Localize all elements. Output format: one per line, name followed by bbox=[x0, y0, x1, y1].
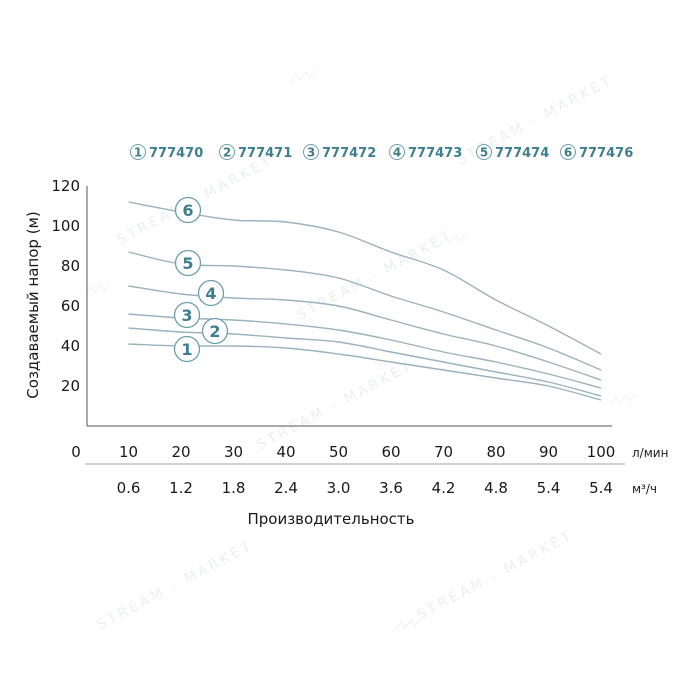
series-badge-4: 4 bbox=[197, 279, 225, 307]
badge-circle bbox=[174, 196, 202, 224]
legend-number: 5 bbox=[480, 146, 488, 160]
x-tick-label-m3h: 5.4 bbox=[589, 479, 613, 497]
legend-item-4: 4 777473 bbox=[389, 144, 462, 161]
x-axis-title: Производительность bbox=[247, 510, 414, 528]
legend-label: 777473 bbox=[408, 146, 462, 161]
x-tick-label-lmin: 10 bbox=[119, 443, 138, 461]
watermark-wave-icon bbox=[394, 617, 422, 631]
x-tick-label-m3h: 5.4 bbox=[537, 479, 561, 497]
x-tick-label-m3h: 4.2 bbox=[432, 479, 456, 497]
series-line-1 bbox=[128, 343, 602, 401]
legend-marker bbox=[130, 144, 146, 160]
y-tick-label: 100 bbox=[51, 217, 80, 235]
badge-label: 5 bbox=[182, 254, 193, 273]
badge-circle bbox=[173, 335, 201, 363]
legend-marker bbox=[476, 144, 492, 160]
legend-label: 777476 bbox=[579, 146, 633, 161]
y-tick-labels: 20 40 60 80 100 120 bbox=[51, 177, 80, 395]
legend-item-2: 2 777471 bbox=[219, 144, 292, 161]
badge-circle bbox=[197, 279, 225, 307]
series-line-5 bbox=[128, 251, 602, 371]
watermark-text: STREAM - MARKET bbox=[294, 227, 456, 323]
badge-circle bbox=[173, 301, 201, 329]
legend-label: 777471 bbox=[238, 146, 292, 161]
x-tick-label-m3h: 1.8 bbox=[222, 479, 246, 497]
badge-label: 6 bbox=[182, 201, 193, 220]
x-tick-label-lmin: 70 bbox=[434, 443, 453, 461]
y-tick-label: 80 bbox=[61, 257, 80, 275]
x-tick-label-m3h: 3.0 bbox=[327, 479, 351, 497]
x-unit-m3h: м³/ч bbox=[632, 482, 657, 496]
series-curves bbox=[128, 201, 602, 401]
x-tick-labels-lmin: 0 10 20 30 40 50 60 70 80 90 100 bbox=[71, 443, 615, 461]
x-tick-label-m3h: 4.8 bbox=[484, 479, 508, 497]
watermark-wave-icon bbox=[84, 282, 112, 296]
x-tick-label-lmin: 40 bbox=[276, 443, 295, 461]
legend-label: 777470 bbox=[149, 146, 203, 161]
watermark-wave-icon bbox=[289, 69, 317, 83]
x-unit-lmin: л/мин bbox=[632, 446, 668, 460]
y-tick-label: 120 bbox=[51, 177, 80, 195]
y-tick-label: 60 bbox=[61, 297, 80, 315]
x-tick-label-lmin: 50 bbox=[329, 443, 348, 461]
x-tick-label-lmin: 0 bbox=[71, 443, 81, 461]
legend-number: 3 bbox=[307, 146, 315, 160]
watermark-text: STREAM - MARKET bbox=[254, 357, 416, 453]
badge-label: 4 bbox=[205, 284, 216, 303]
series-badge-3: 3 bbox=[173, 301, 201, 329]
watermark-text: STREAM - MARKET bbox=[414, 527, 576, 623]
x-tick-label-m3h: 1.2 bbox=[169, 479, 193, 497]
x-tick-label-lmin: 30 bbox=[224, 443, 243, 461]
series-badge-6: 6 bbox=[174, 196, 202, 224]
x-tick-label-m3h: 3.6 bbox=[379, 479, 403, 497]
axes bbox=[85, 186, 625, 465]
x-tick-label-lmin: 80 bbox=[486, 443, 505, 461]
x-tick-label-m3h: 2.4 bbox=[274, 479, 298, 497]
watermark-text: STREAM - MARKET bbox=[94, 537, 256, 633]
legend-label: 777474 bbox=[495, 146, 549, 161]
legend-number: 2 bbox=[223, 146, 231, 160]
legend-marker bbox=[303, 144, 319, 160]
watermark-wave-icon bbox=[439, 232, 467, 246]
legend-marker bbox=[389, 144, 405, 160]
series-line-3 bbox=[128, 313, 602, 389]
legend-item-1: 1 777470 bbox=[130, 144, 203, 161]
legend-item-3: 3 777472 bbox=[303, 144, 376, 161]
series-badge-5: 5 bbox=[174, 249, 202, 277]
legend-marker bbox=[219, 144, 235, 160]
legend-marker bbox=[560, 144, 576, 160]
x-tick-label-lmin: 20 bbox=[171, 443, 190, 461]
series-badge-1: 1 bbox=[173, 335, 201, 363]
x-tick-label-lmin: 100 bbox=[587, 443, 616, 461]
x-tick-label-lmin: 60 bbox=[381, 443, 400, 461]
legend-number: 6 bbox=[564, 146, 572, 160]
badge-label: 2 bbox=[209, 322, 220, 341]
y-tick-label: 20 bbox=[61, 377, 80, 395]
legend-label: 777472 bbox=[322, 146, 376, 161]
badge-label: 1 bbox=[181, 340, 192, 359]
x-tick-label-lmin: 90 bbox=[539, 443, 558, 461]
legend-item-6: 6 777476 bbox=[560, 144, 633, 161]
x-tick-labels-m3h: 0.6 1.2 1.8 2.4 3.0 3.6 4.2 4.8 5.4 5.4 bbox=[117, 479, 613, 497]
badge-circle bbox=[174, 249, 202, 277]
badge-label: 3 bbox=[181, 306, 192, 325]
series-line-6 bbox=[128, 201, 602, 355]
watermark-wave-icon bbox=[609, 392, 637, 406]
y-axis-title: Создаваемый напор (м) bbox=[24, 211, 42, 398]
legend-item-5: 5 777474 bbox=[476, 144, 549, 161]
legend-number: 1 bbox=[134, 146, 142, 160]
legend: 1 777470 2 777471 3 777472 4 777473 5 777474 6 7774… bbox=[130, 144, 633, 161]
x-tick-label-m3h: 0.6 bbox=[117, 479, 141, 497]
y-tick-label: 40 bbox=[61, 337, 80, 355]
series-badge-2: 2 bbox=[201, 317, 229, 345]
legend-number: 4 bbox=[393, 146, 401, 160]
badge-circle bbox=[201, 317, 229, 345]
